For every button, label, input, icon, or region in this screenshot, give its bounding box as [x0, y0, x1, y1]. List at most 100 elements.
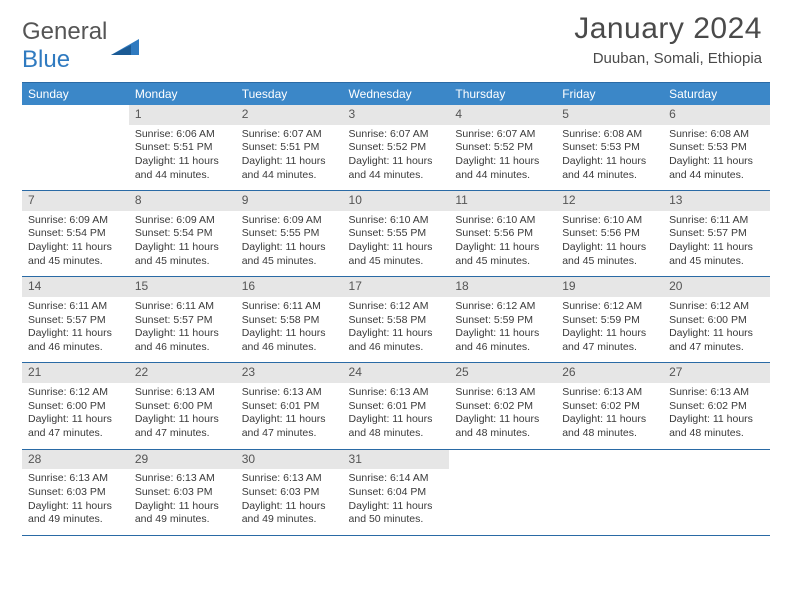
- calendar: Sunday Monday Tuesday Wednesday Thursday…: [22, 82, 770, 536]
- daylight-line: Daylight: 11 hours and 47 minutes.: [28, 413, 123, 440]
- day-number: 29: [129, 449, 236, 469]
- day-number: [449, 449, 556, 469]
- sunset-line: Sunset: 6:03 PM: [242, 486, 337, 500]
- daylight-line: Daylight: 11 hours and 47 minutes.: [562, 327, 657, 354]
- sunset-line: Sunset: 6:00 PM: [28, 400, 123, 414]
- daylight-line: Daylight: 11 hours and 44 minutes.: [455, 155, 550, 182]
- weekday-wednesday: Wednesday: [343, 83, 450, 106]
- month-title: January 2024: [574, 12, 762, 46]
- sunset-line: Sunset: 6:01 PM: [349, 400, 444, 414]
- day-cell: Sunrise: 6:08 AMSunset: 5:53 PMDaylight:…: [556, 125, 663, 191]
- day-cell: Sunrise: 6:10 AMSunset: 5:56 PMDaylight:…: [556, 211, 663, 277]
- day-cell: Sunrise: 6:12 AMSunset: 5:59 PMDaylight:…: [556, 297, 663, 363]
- weekday-friday: Friday: [556, 83, 663, 106]
- day-cell: [556, 469, 663, 535]
- sunrise-line: Sunrise: 6:13 AM: [242, 386, 337, 400]
- sunrise-line: Sunrise: 6:09 AM: [135, 214, 230, 228]
- day-number: 31: [343, 449, 450, 469]
- sunrise-line: Sunrise: 6:13 AM: [669, 386, 764, 400]
- sunset-line: Sunset: 5:51 PM: [242, 141, 337, 155]
- day-cell: Sunrise: 6:09 AMSunset: 5:55 PMDaylight:…: [236, 211, 343, 277]
- logo-text: General Blue: [22, 18, 107, 74]
- daylight-line: Daylight: 11 hours and 44 minutes.: [242, 155, 337, 182]
- day-number: 21: [22, 363, 129, 383]
- day-cell: [663, 469, 770, 535]
- day-cell: Sunrise: 6:10 AMSunset: 5:56 PMDaylight:…: [449, 211, 556, 277]
- day-number: 15: [129, 277, 236, 297]
- daylight-line: Daylight: 11 hours and 46 minutes.: [28, 327, 123, 354]
- daylight-line: Daylight: 11 hours and 49 minutes.: [28, 500, 123, 527]
- sunrise-line: Sunrise: 6:11 AM: [28, 300, 123, 314]
- sunset-line: Sunset: 5:57 PM: [669, 227, 764, 241]
- day-cell: Sunrise: 6:13 AMSunset: 6:02 PMDaylight:…: [556, 383, 663, 449]
- sunset-line: Sunset: 6:02 PM: [455, 400, 550, 414]
- logo-mark-icon: [111, 33, 139, 60]
- sunrise-line: Sunrise: 6:06 AM: [135, 128, 230, 142]
- day-cell: Sunrise: 6:11 AMSunset: 5:58 PMDaylight:…: [236, 297, 343, 363]
- day-number: 14: [22, 277, 129, 297]
- day-number: 3: [343, 105, 450, 125]
- day-cell: Sunrise: 6:13 AMSunset: 6:02 PMDaylight:…: [449, 383, 556, 449]
- logo: General Blue: [22, 18, 139, 74]
- day-number: 17: [343, 277, 450, 297]
- sunrise-line: Sunrise: 6:07 AM: [242, 128, 337, 142]
- day-number: 27: [663, 363, 770, 383]
- day-number: 18: [449, 277, 556, 297]
- logo-text-general: General: [22, 18, 107, 45]
- location: Duuban, Somali, Ethiopia: [574, 50, 762, 67]
- day-number: 26: [556, 363, 663, 383]
- daylight-line: Daylight: 11 hours and 50 minutes.: [349, 500, 444, 527]
- sunset-line: Sunset: 6:02 PM: [562, 400, 657, 414]
- day-number: [663, 449, 770, 469]
- detail-row: Sunrise: 6:06 AMSunset: 5:51 PMDaylight:…: [22, 125, 770, 191]
- sunrise-line: Sunrise: 6:12 AM: [349, 300, 444, 314]
- day-cell: [22, 125, 129, 191]
- day-cell: Sunrise: 6:13 AMSunset: 6:03 PMDaylight:…: [129, 469, 236, 535]
- daylight-line: Daylight: 11 hours and 45 minutes.: [349, 241, 444, 268]
- sunrise-line: Sunrise: 6:13 AM: [455, 386, 550, 400]
- logo-text-blue: Blue: [22, 46, 70, 73]
- daynum-row: 123456: [22, 105, 770, 125]
- day-number: 9: [236, 191, 343, 211]
- day-cell: Sunrise: 6:12 AMSunset: 6:00 PMDaylight:…: [663, 297, 770, 363]
- sunrise-line: Sunrise: 6:14 AM: [349, 472, 444, 486]
- daylight-line: Daylight: 11 hours and 48 minutes.: [455, 413, 550, 440]
- day-number: 4: [449, 105, 556, 125]
- daylight-line: Daylight: 11 hours and 48 minutes.: [669, 413, 764, 440]
- sunset-line: Sunset: 5:54 PM: [135, 227, 230, 241]
- daylight-line: Daylight: 11 hours and 45 minutes.: [455, 241, 550, 268]
- weekday-thursday: Thursday: [449, 83, 556, 106]
- daynum-row: 78910111213: [22, 191, 770, 211]
- sunrise-line: Sunrise: 6:13 AM: [349, 386, 444, 400]
- sunset-line: Sunset: 6:03 PM: [28, 486, 123, 500]
- sunrise-line: Sunrise: 6:09 AM: [28, 214, 123, 228]
- daylight-line: Daylight: 11 hours and 45 minutes.: [669, 241, 764, 268]
- day-cell: Sunrise: 6:09 AMSunset: 5:54 PMDaylight:…: [129, 211, 236, 277]
- day-cell: Sunrise: 6:08 AMSunset: 5:53 PMDaylight:…: [663, 125, 770, 191]
- detail-row: Sunrise: 6:13 AMSunset: 6:03 PMDaylight:…: [22, 469, 770, 535]
- sunset-line: Sunset: 5:54 PM: [28, 227, 123, 241]
- sunrise-line: Sunrise: 6:07 AM: [349, 128, 444, 142]
- daylight-line: Daylight: 11 hours and 46 minutes.: [135, 327, 230, 354]
- daylight-line: Daylight: 11 hours and 44 minutes.: [135, 155, 230, 182]
- sunrise-line: Sunrise: 6:13 AM: [28, 472, 123, 486]
- sunrise-line: Sunrise: 6:07 AM: [455, 128, 550, 142]
- sunrise-line: Sunrise: 6:08 AM: [562, 128, 657, 142]
- daylight-line: Daylight: 11 hours and 47 minutes.: [242, 413, 337, 440]
- day-number: 7: [22, 191, 129, 211]
- sunrise-line: Sunrise: 6:13 AM: [135, 386, 230, 400]
- sunset-line: Sunset: 5:52 PM: [349, 141, 444, 155]
- sunrise-line: Sunrise: 6:12 AM: [28, 386, 123, 400]
- sunset-line: Sunset: 5:57 PM: [135, 314, 230, 328]
- sunset-line: Sunset: 5:57 PM: [28, 314, 123, 328]
- day-number: 10: [343, 191, 450, 211]
- sunset-line: Sunset: 5:59 PM: [562, 314, 657, 328]
- day-cell: Sunrise: 6:13 AMSunset: 6:00 PMDaylight:…: [129, 383, 236, 449]
- daylight-line: Daylight: 11 hours and 46 minutes.: [455, 327, 550, 354]
- daylight-line: Daylight: 11 hours and 44 minutes.: [669, 155, 764, 182]
- day-number: 23: [236, 363, 343, 383]
- sunset-line: Sunset: 6:03 PM: [135, 486, 230, 500]
- day-cell: Sunrise: 6:13 AMSunset: 6:01 PMDaylight:…: [236, 383, 343, 449]
- weekday-sunday: Sunday: [22, 83, 129, 106]
- day-cell: Sunrise: 6:12 AMSunset: 6:00 PMDaylight:…: [22, 383, 129, 449]
